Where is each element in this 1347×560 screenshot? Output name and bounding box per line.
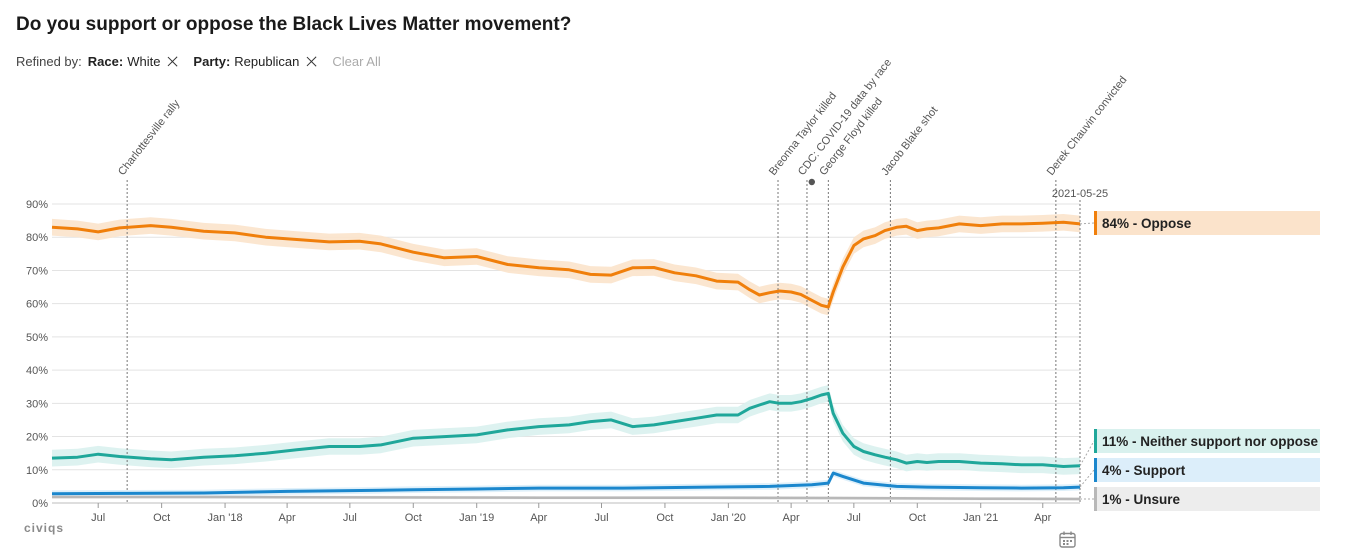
end-label: 11% - Neither support nor oppose	[1102, 434, 1319, 449]
end-label: 84% - Oppose	[1102, 216, 1192, 231]
end-label-box	[1094, 211, 1320, 235]
y-tick-label: 40%	[26, 365, 48, 377]
x-tick-label: Oct	[656, 512, 673, 524]
x-tick-label: Oct	[405, 512, 422, 524]
event-label: Jacob Blake shot	[879, 104, 940, 177]
end-label: 1% - Unsure	[1102, 492, 1181, 507]
x-tick-label: Jan '18	[207, 512, 242, 524]
y-tick-label: 0%	[32, 498, 48, 510]
calendar-icon[interactable]	[1059, 531, 1076, 548]
end-label-accent	[1094, 487, 1097, 511]
y-tick-label: 30%	[26, 398, 48, 410]
y-tick-label: 70%	[26, 265, 48, 277]
y-tick-label: 90%	[26, 199, 48, 211]
filter-value: Republican	[234, 54, 300, 69]
event-marker-dot	[808, 178, 815, 186]
x-tick-label: Apr	[530, 512, 547, 524]
end-label: 4% - Support	[1102, 463, 1186, 478]
event-label: Charlottesville rally	[116, 97, 183, 178]
x-tick-label: Apr	[783, 512, 800, 524]
filter-key: Party:	[193, 54, 231, 69]
y-tick-label: 20%	[26, 432, 48, 444]
filter-bar: Refined by: Race: White Party: Republica…	[16, 54, 381, 69]
confidence-band	[52, 385, 1080, 475]
end-label-box	[1094, 429, 1320, 453]
x-tick-label: Jan '19	[459, 512, 494, 524]
filter-key: Race:	[87, 54, 124, 69]
end-label-box	[1094, 458, 1320, 482]
end-label-accent	[1094, 429, 1097, 453]
x-tick-label: Apr	[279, 512, 296, 524]
x-tick-label: Jul	[91, 512, 105, 524]
series-line	[51, 471, 1081, 496]
filter-chip-party: Party: Republican	[193, 54, 318, 69]
end-label-accent	[1094, 211, 1097, 235]
x-tick-label: Apr	[1034, 512, 1051, 524]
end-label-leader	[1079, 222, 1095, 225]
chart-title: Do you support or oppose the Black Lives…	[16, 14, 572, 35]
end-label-box	[1094, 487, 1320, 511]
y-tick-label: 80%	[26, 232, 48, 244]
filter-value: White	[127, 54, 161, 69]
x-tick-label: Oct	[909, 512, 926, 524]
clear-all-button[interactable]: Clear All	[332, 54, 381, 69]
series-line	[51, 220, 1081, 309]
event-label: Derek Chauvin convicted	[1045, 74, 1130, 178]
y-tick-label: 60%	[26, 299, 48, 311]
y-tick-label: 50%	[26, 332, 48, 344]
x-tick-label: Jul	[594, 512, 608, 524]
end-label-leader	[1079, 469, 1095, 488]
end-label-leader	[1079, 440, 1095, 467]
x-tick-label: Jul	[847, 512, 861, 524]
civiqs-logo: civiqs	[24, 521, 65, 535]
x-tick-label: Jan '20	[711, 512, 746, 524]
end-label-accent	[1094, 458, 1097, 482]
x-tick-label: Jan '21	[963, 512, 998, 524]
x-tick-label: Jul	[343, 512, 357, 524]
date-readout: 2021-05-25	[1052, 188, 1108, 200]
filter-chip-race: Race: White	[88, 54, 180, 69]
series-line	[52, 495, 1081, 501]
refined-by-label: Refined by:	[16, 54, 82, 69]
y-tick-label: 10%	[26, 465, 48, 477]
x-tick-label: Oct	[153, 512, 170, 524]
series-line	[51, 391, 1081, 468]
